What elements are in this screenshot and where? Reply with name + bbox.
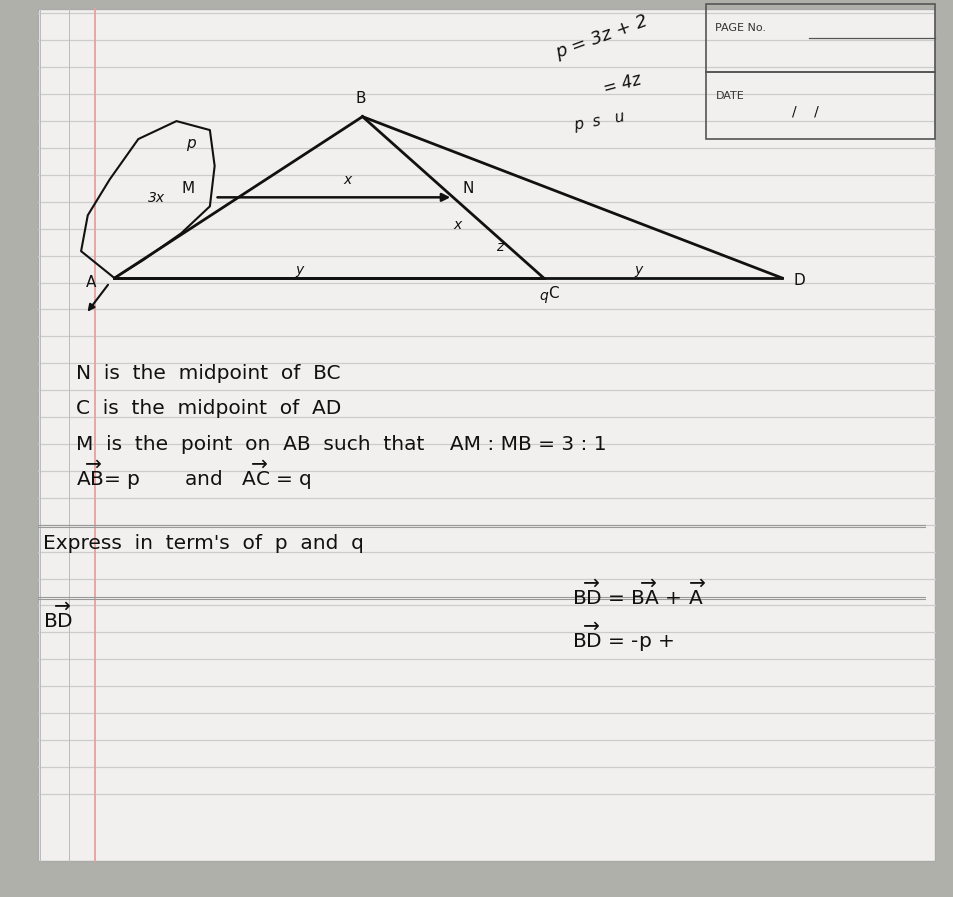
- Text: Express  in  term's  of  p  and  q: Express in term's of p and q: [43, 534, 363, 553]
- Bar: [705, 72, 934, 139]
- Text: D: D: [793, 274, 804, 288]
- Text: DATE: DATE: [715, 91, 743, 100]
- Text: C: C: [548, 286, 558, 300]
- Text: p  s   u: p s u: [572, 109, 625, 133]
- Text: y: y: [634, 263, 642, 276]
- Text: PAGE No.: PAGE No.: [715, 23, 765, 33]
- Text: $\overrightarrow{\mathrm{BD}}$ = $\overrightarrow{\mathrm{BA}}$ + $\overrightarr: $\overrightarrow{\mathrm{BD}}$ = $\overr…: [572, 580, 706, 609]
- Text: $\overrightarrow{\mathrm{AB}}$= p       and   $\overrightarrow{\mathrm{AC}}$ = q: $\overrightarrow{\mathrm{AB}}$= p and $\…: [76, 459, 312, 492]
- Text: C  is  the  midpoint  of  AD: C is the midpoint of AD: [76, 399, 341, 418]
- Text: q: q: [538, 290, 547, 303]
- Text: A: A: [86, 275, 96, 290]
- Text: x: x: [343, 173, 352, 187]
- Text: M: M: [181, 181, 194, 196]
- Text: M  is  the  point  on  AB  such  that    AM : MB = 3 : 1: M is the point on AB such that AM : MB =…: [76, 435, 606, 454]
- Text: x: x: [453, 218, 461, 231]
- Bar: [705, 4, 934, 72]
- Text: $\overrightarrow{\mathrm{BD}}$ = -p +: $\overrightarrow{\mathrm{BD}}$ = -p +: [572, 621, 674, 654]
- Text: y: y: [295, 263, 304, 276]
- Text: = 4z: = 4z: [600, 71, 642, 98]
- Text: $\overrightarrow{\mathrm{BD}}$: $\overrightarrow{\mathrm{BD}}$: [43, 603, 73, 631]
- Text: p = 3z + 2: p = 3z + 2: [553, 13, 650, 62]
- Text: 3x: 3x: [148, 191, 165, 205]
- FancyBboxPatch shape: [38, 9, 934, 861]
- Text: N  is  the  midpoint  of  BC: N is the midpoint of BC: [76, 363, 340, 382]
- Text: p: p: [186, 136, 195, 151]
- Text: N: N: [462, 181, 474, 196]
- Text: B: B: [355, 91, 366, 106]
- Text: z: z: [496, 240, 503, 254]
- Text: /    /: / /: [791, 104, 818, 118]
